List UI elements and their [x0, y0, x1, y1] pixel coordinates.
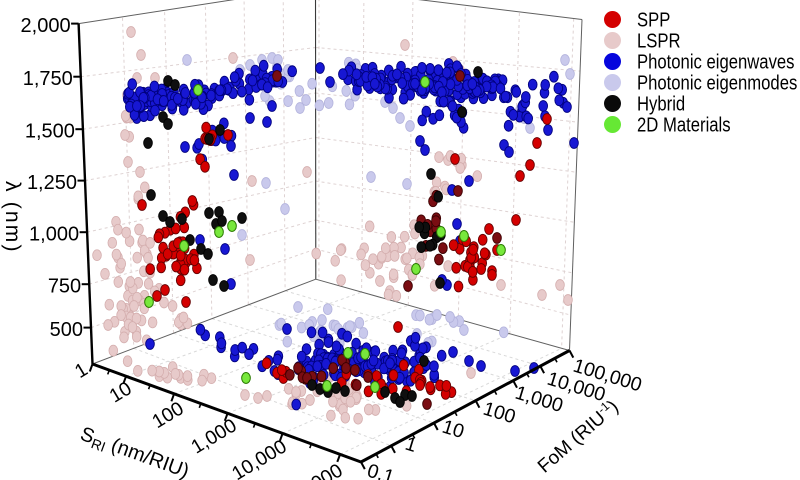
svg-text:0.1: 0.1 [365, 460, 397, 480]
svg-text:2D Materials: 2D Materials [637, 115, 731, 137]
svg-text:2,000: 2,000 [21, 15, 71, 37]
svg-text:Hybrid: Hybrid [637, 94, 685, 116]
svg-text:SPP: SPP [637, 10, 670, 32]
svg-text:1,000: 1,000 [29, 224, 79, 246]
svg-text:1,750: 1,750 [23, 68, 73, 90]
svg-text:LSPR: LSPR [637, 31, 681, 53]
svg-text:λ (nm): λ (nm) [1, 181, 24, 254]
svg-text:750: 750 [48, 276, 81, 298]
svg-text:Photonic eigenwaves: Photonic eigenwaves [637, 52, 795, 74]
svg-text:1,250: 1,250 [27, 172, 77, 194]
svg-text:1,500: 1,500 [25, 121, 75, 143]
svg-text:500: 500 [50, 319, 83, 341]
svg-text:Photonic eigenmodes: Photonic eigenmodes [637, 73, 797, 95]
